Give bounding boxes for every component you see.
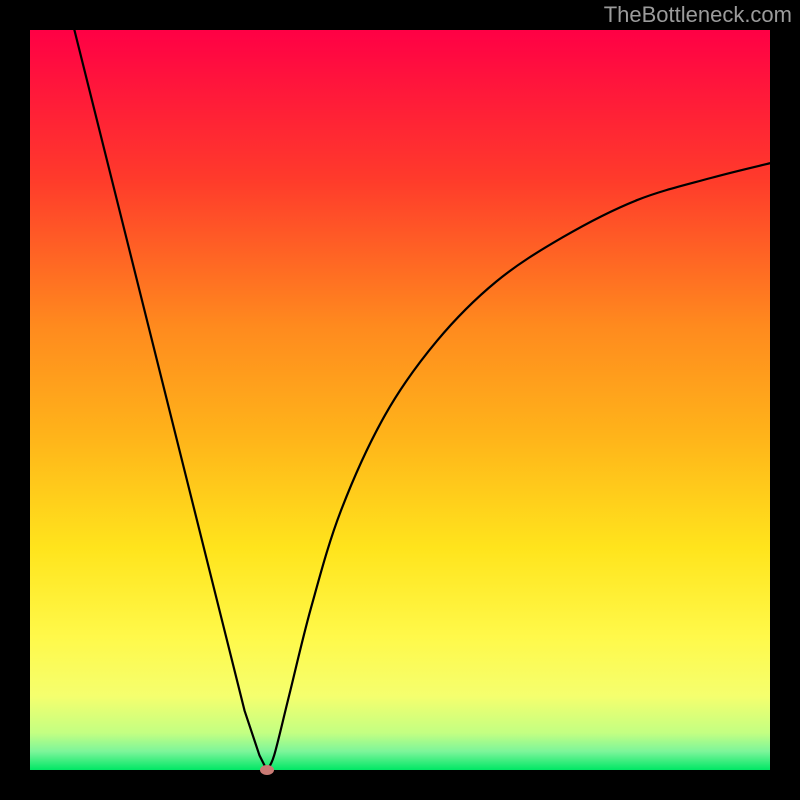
chart-container: TheBottleneck.com [0,0,800,800]
v-curve-path [74,30,770,770]
v-curve-svg [30,30,770,770]
minimum-marker [260,765,274,775]
watermark-text: TheBottleneck.com [604,2,792,28]
plot-area [30,30,770,770]
